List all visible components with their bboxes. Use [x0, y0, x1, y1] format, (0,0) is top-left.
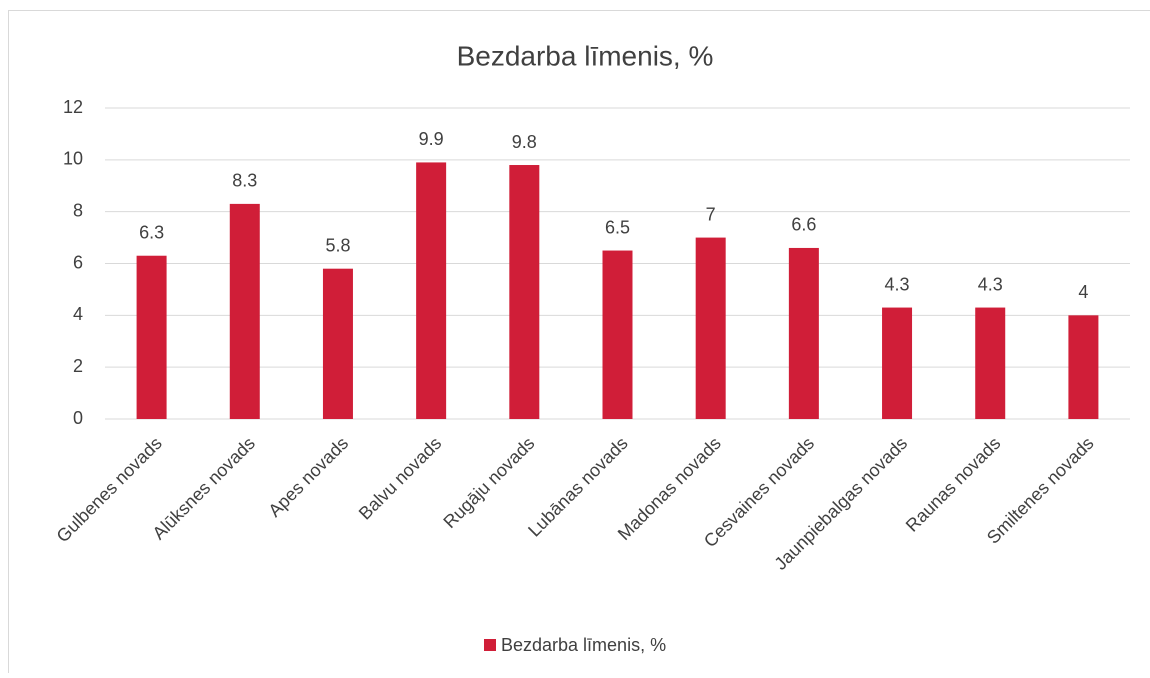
data-label: 5.8 [325, 235, 350, 255]
bar [509, 165, 539, 419]
bar [416, 162, 446, 419]
y-tick-label: 2 [73, 356, 83, 376]
bar [323, 269, 353, 419]
y-tick-label: 0 [73, 408, 83, 428]
chart-title: Bezdarba līmenis, % [457, 40, 714, 71]
data-label: 4.3 [978, 274, 1003, 294]
data-label: 4.3 [885, 274, 910, 294]
legend-swatch [484, 639, 496, 651]
bar [882, 308, 912, 419]
data-label: 9.9 [419, 129, 444, 149]
data-label: 9.8 [512, 132, 537, 152]
bar [975, 308, 1005, 419]
bar [1068, 315, 1098, 419]
data-label: 4 [1078, 282, 1088, 302]
data-label: 8.3 [232, 171, 257, 191]
y-tick-label: 4 [73, 304, 83, 324]
bar [789, 248, 819, 419]
y-tick-label: 6 [73, 252, 83, 272]
data-label: 7 [706, 204, 716, 224]
bar [603, 251, 633, 419]
y-tick-label: 8 [73, 200, 83, 220]
bar [696, 238, 726, 419]
bar [137, 256, 167, 419]
data-label: 6.6 [791, 215, 816, 235]
bar [230, 204, 260, 419]
legend-label: Bezdarba līmenis, % [501, 635, 666, 655]
data-label: 6.5 [605, 217, 630, 237]
data-label: 6.3 [139, 222, 164, 242]
y-tick-label: 10 [63, 149, 83, 169]
y-tick-label: 12 [63, 97, 83, 117]
